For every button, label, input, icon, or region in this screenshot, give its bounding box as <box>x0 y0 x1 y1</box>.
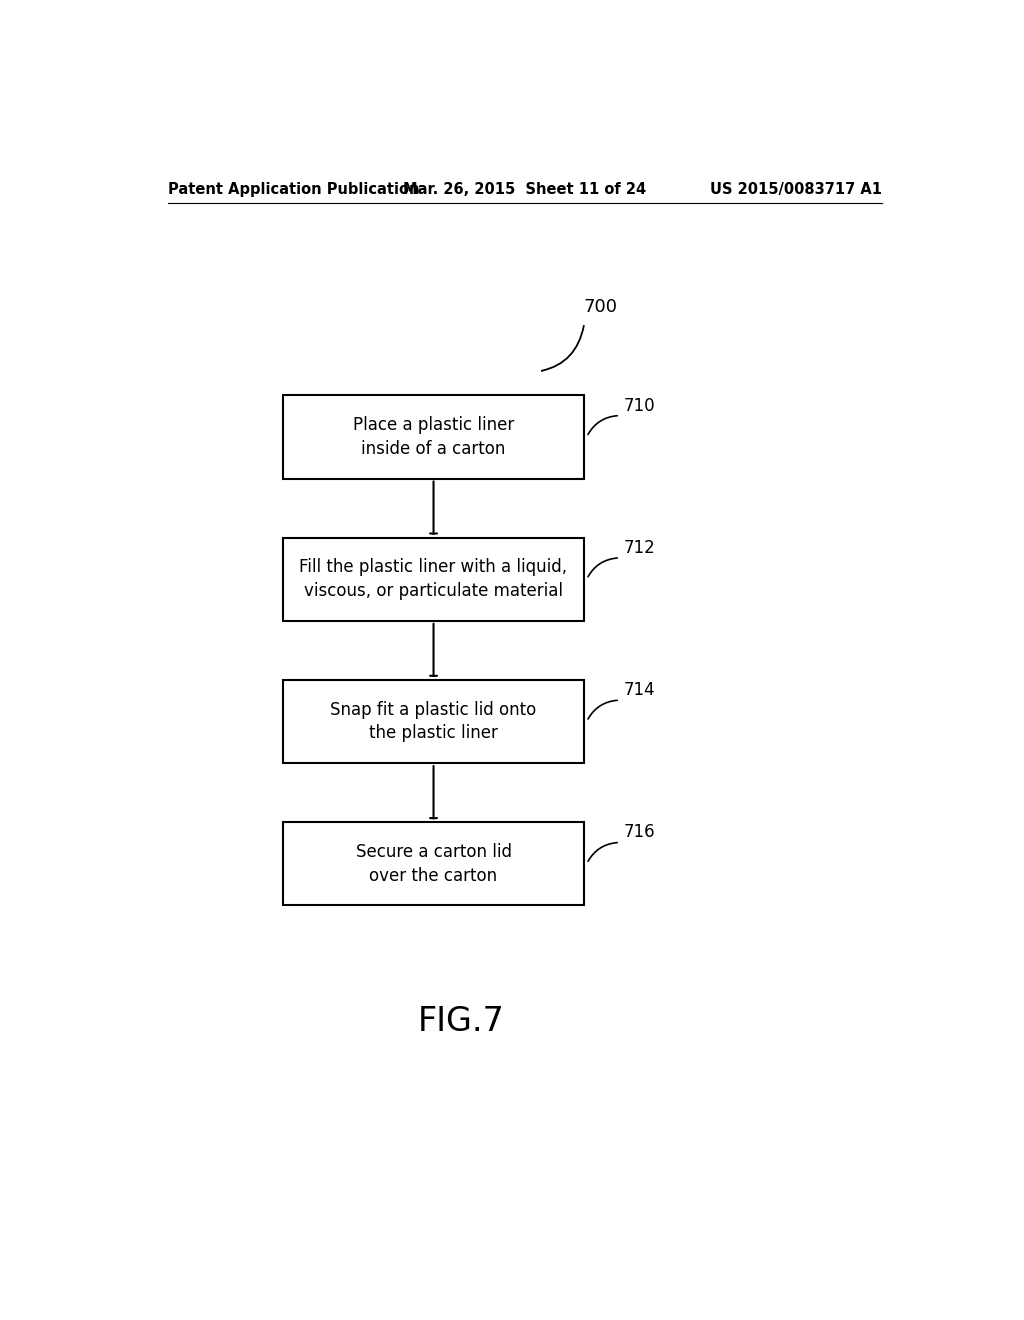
Text: US 2015/0083717 A1: US 2015/0083717 A1 <box>710 182 882 197</box>
Text: Snap fit a plastic lid onto
the plastic liner: Snap fit a plastic lid onto the plastic … <box>331 701 537 742</box>
Text: 716: 716 <box>624 824 655 841</box>
Text: Mar. 26, 2015  Sheet 11 of 24: Mar. 26, 2015 Sheet 11 of 24 <box>403 182 646 197</box>
FancyArrowPatch shape <box>588 416 617 434</box>
FancyArrowPatch shape <box>588 701 617 719</box>
Bar <box>283 822 585 906</box>
Text: Place a plastic liner
inside of a carton: Place a plastic liner inside of a carton <box>353 416 514 458</box>
FancyArrowPatch shape <box>588 842 617 862</box>
Text: FIG.7: FIG.7 <box>418 1005 505 1038</box>
Text: 700: 700 <box>584 298 617 315</box>
Bar <box>283 680 585 763</box>
Text: Secure a carton lid
over the carton: Secure a carton lid over the carton <box>355 843 512 884</box>
Text: 712: 712 <box>624 539 655 557</box>
Text: 710: 710 <box>624 396 655 414</box>
Bar <box>283 395 585 479</box>
Text: 714: 714 <box>624 681 655 700</box>
Text: Patent Application Publication: Patent Application Publication <box>168 182 419 197</box>
Text: Fill the plastic liner with a liquid,
viscous, or particulate material: Fill the plastic liner with a liquid, vi… <box>299 558 567 601</box>
FancyArrowPatch shape <box>588 558 617 577</box>
Bar <box>283 537 585 620</box>
FancyArrowPatch shape <box>542 326 584 371</box>
